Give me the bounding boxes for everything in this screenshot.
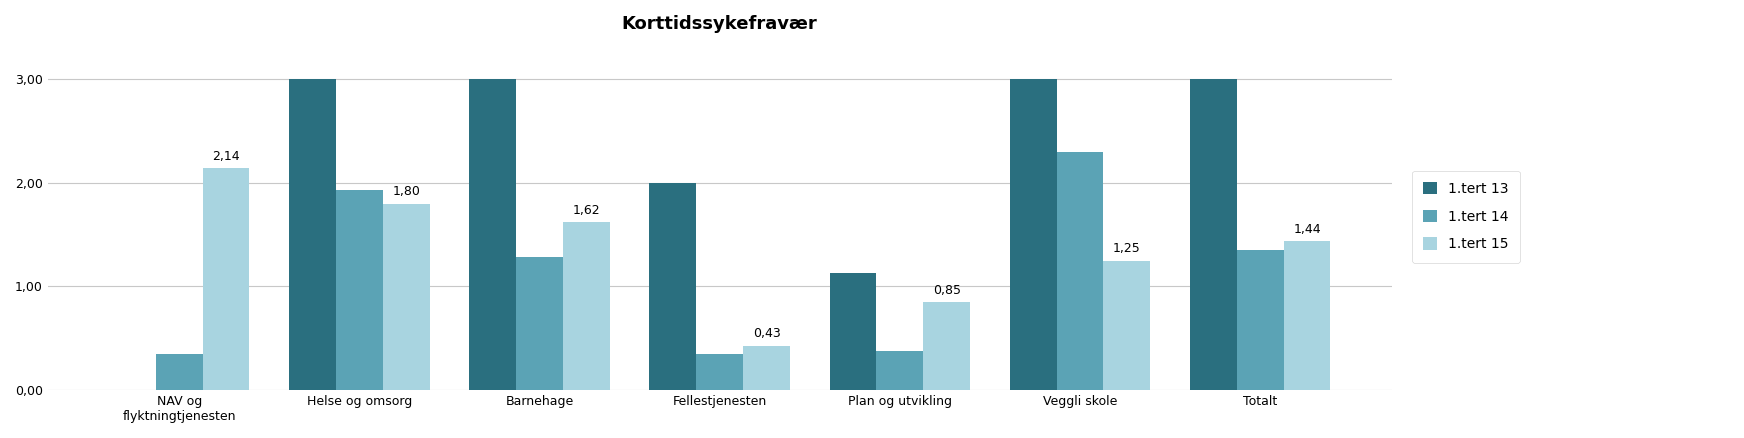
Bar <box>516 258 563 390</box>
Bar <box>1104 261 1151 390</box>
Bar <box>1284 241 1331 390</box>
Text: 1,80: 1,80 <box>392 185 420 198</box>
Bar <box>696 354 743 390</box>
Bar <box>1189 79 1236 390</box>
Text: 2,14: 2,14 <box>213 150 241 163</box>
Bar <box>877 351 923 390</box>
Text: 1,25: 1,25 <box>1113 242 1141 255</box>
Bar <box>563 222 610 390</box>
Bar <box>382 204 429 390</box>
Bar <box>337 190 382 390</box>
Bar <box>1236 250 1284 390</box>
Bar <box>649 183 696 390</box>
Bar <box>469 79 516 390</box>
Text: 1,44: 1,44 <box>1294 223 1320 236</box>
Text: 0,85: 0,85 <box>933 284 961 297</box>
Bar <box>743 346 790 390</box>
Bar <box>830 273 877 390</box>
Bar <box>1057 152 1104 390</box>
Title: Korttidssykefravær: Korttidssykefravær <box>623 15 818 33</box>
Bar <box>1010 79 1057 390</box>
Bar <box>202 168 249 390</box>
Bar <box>923 302 970 390</box>
Text: 1,62: 1,62 <box>572 204 600 217</box>
Bar <box>155 354 202 390</box>
Legend: 1.tert 13, 1.tert 14, 1.tert 15: 1.tert 13, 1.tert 14, 1.tert 15 <box>1413 170 1519 262</box>
Text: 0,43: 0,43 <box>753 327 780 340</box>
Bar <box>290 79 337 390</box>
